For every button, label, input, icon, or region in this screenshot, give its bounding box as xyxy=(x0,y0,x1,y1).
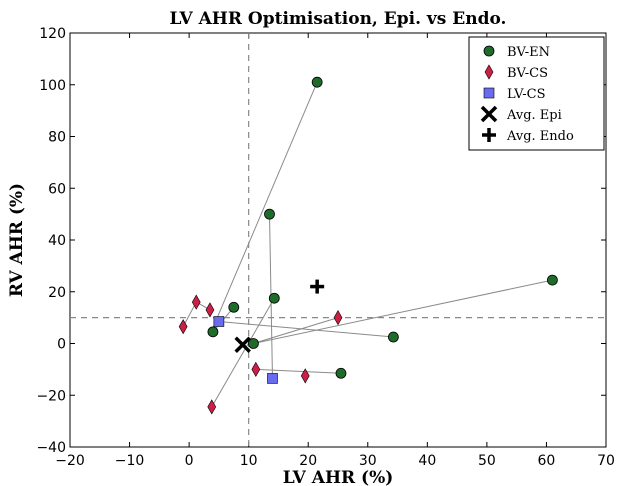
connector-line xyxy=(255,368,342,374)
x-tick-label: 40 xyxy=(418,453,436,469)
y-tick-label: −20 xyxy=(36,388,66,404)
connector-line xyxy=(218,321,394,338)
x-tick-label: −10 xyxy=(115,453,145,469)
legend-label-lv-cs: LV-CS xyxy=(507,87,546,102)
point-bv-cs xyxy=(333,310,343,326)
point-bv-en xyxy=(268,292,280,304)
x-tick-label: 50 xyxy=(478,453,496,469)
legend-label-avg-endo: Avg. Endo xyxy=(506,129,574,144)
point-bv-en xyxy=(335,367,347,379)
legend-label-bv-cs: BV-CS xyxy=(507,66,548,81)
chart-title: LV AHR Optimisation, Epi. vs Endo. xyxy=(170,9,507,29)
point-bv-cs xyxy=(300,368,310,384)
point-bv-en xyxy=(248,338,259,349)
x-tick-label: 70 xyxy=(597,453,615,469)
x-tick-label: 60 xyxy=(538,453,556,469)
connector-line xyxy=(211,297,275,408)
point-lv-cs xyxy=(213,316,225,327)
legend-marker-avg-endo xyxy=(482,128,496,142)
point-bv-en xyxy=(264,208,275,220)
point-bv-en xyxy=(387,331,399,343)
y-tick-label: −40 xyxy=(36,440,66,456)
x-axis-label: LV AHR (%) xyxy=(283,468,394,486)
legend-marker-avg-epi xyxy=(480,105,498,123)
y-tick-label: 20 xyxy=(48,285,66,301)
point-bv-cs xyxy=(178,319,188,335)
point-avg-endo xyxy=(310,279,325,294)
legend-marker-lv-cs xyxy=(483,87,495,99)
y-axis-label: RV AHR (%) xyxy=(7,183,27,297)
plot-area: −20 −10 0 10 20 30 40 50 60 70−40−200204060801001… xyxy=(36,26,614,469)
connector-line xyxy=(211,81,318,331)
x-tick-label: 0 xyxy=(185,453,194,469)
point-bv-en xyxy=(207,326,219,338)
connector-line xyxy=(253,279,553,344)
point-avg-epi-stroke xyxy=(234,336,251,354)
point-bv-en xyxy=(311,76,323,88)
y-tick-label: 60 xyxy=(48,181,66,197)
legend-label-avg-epi: Avg. Epi xyxy=(506,108,562,123)
connector-line xyxy=(182,301,197,327)
legend-marker-bv-cs xyxy=(484,64,494,80)
y-tick-label: 80 xyxy=(48,130,66,146)
legend-marker-bv-en xyxy=(483,45,495,57)
x-tick-label: 20 xyxy=(299,453,317,469)
legend-label-bv-en: BV-EN xyxy=(507,45,550,60)
x-tick-label: 30 xyxy=(359,453,377,469)
y-tick-label: 120 xyxy=(39,26,66,42)
legend: BV-EN BV-CS LV-CS Avg. Epi Avg. Endo xyxy=(468,36,605,151)
legend-marker-avg-epi-stroke xyxy=(480,105,498,123)
point-bv-en xyxy=(547,274,558,286)
point-bv-cs xyxy=(207,399,217,415)
y-tick-label: 100 xyxy=(39,78,66,94)
connector-line xyxy=(253,317,339,344)
y-tick-label: 40 xyxy=(48,233,66,249)
point-bv-en xyxy=(228,301,240,313)
point-bv-cs xyxy=(191,294,201,310)
point-avg-epi xyxy=(234,336,251,354)
point-bv-cs xyxy=(205,302,215,318)
y-tick-label: 0 xyxy=(57,337,66,353)
x-tick-label: −20 xyxy=(55,453,85,469)
point-bv-cs xyxy=(251,361,261,377)
x-tick-label: 10 xyxy=(240,453,258,469)
point-lv-cs xyxy=(267,373,278,384)
